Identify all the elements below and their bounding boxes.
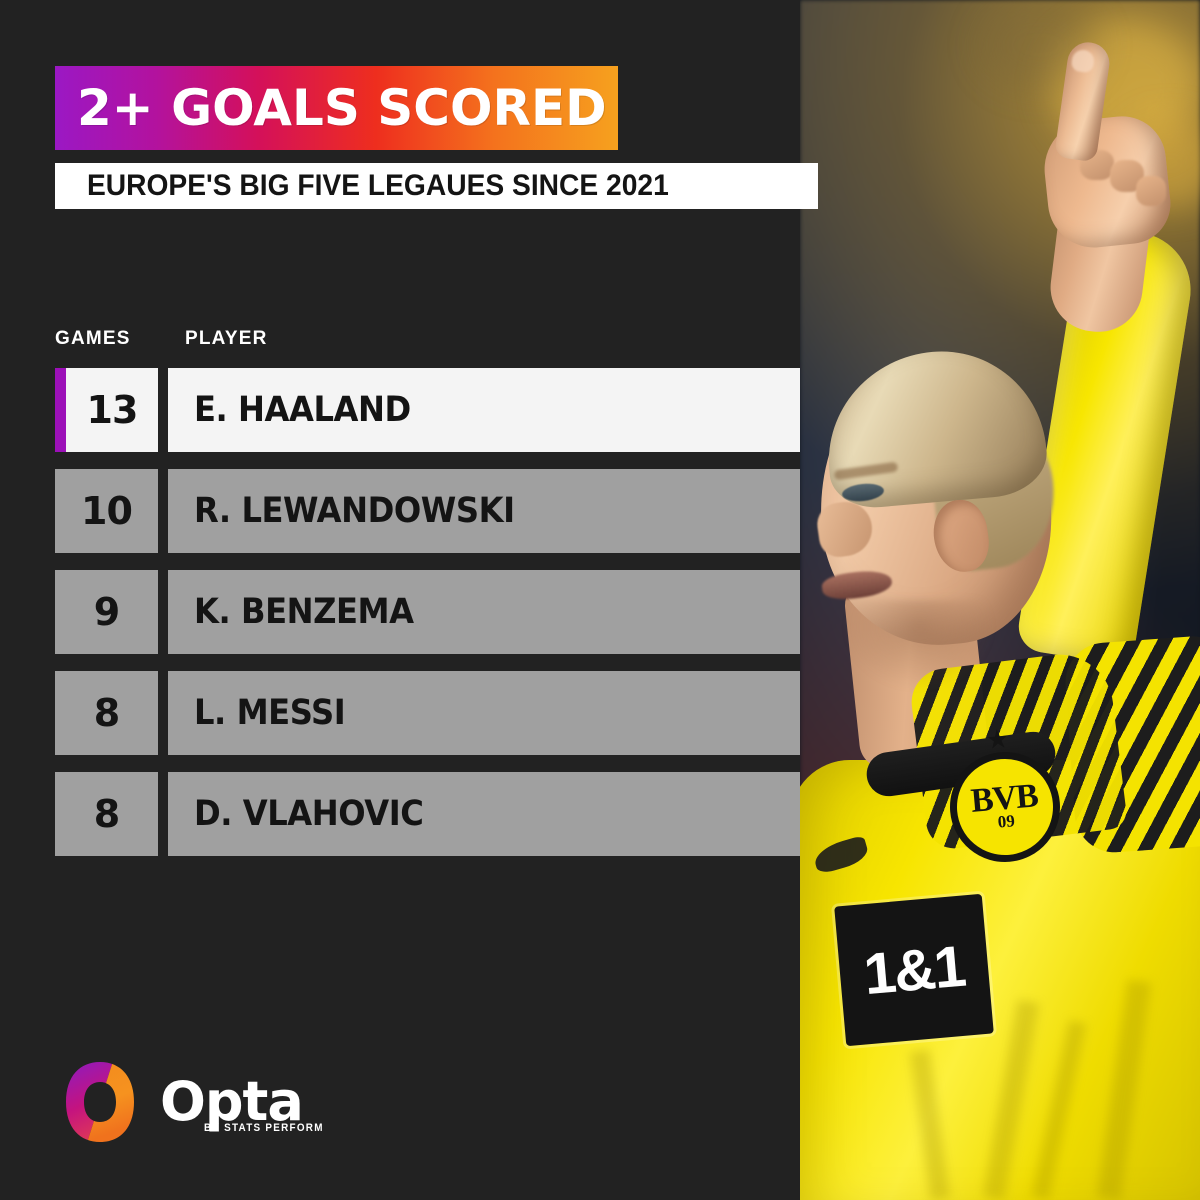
table-row[interactable]: 8 D. VLAHOVIC <box>55 772 800 856</box>
games-value: 8 <box>93 691 120 735</box>
opta-wordmark: Opta BY STATS PERFORM <box>160 1070 322 1134</box>
cell-player: K. BENZEMA <box>168 570 800 654</box>
cell-games: 13 <box>66 368 158 452</box>
table-header: GAMES PLAYER <box>55 328 755 354</box>
subtitle-banner: EUROPE'S BIG FIVE LEGAUES SINCE 2021 <box>55 163 818 209</box>
cell-player: R. LEWANDOWSKI <box>168 469 800 553</box>
column-header-player: PLAYER <box>185 328 268 349</box>
games-value: 13 <box>86 388 139 432</box>
sponsor-label: 1&1 <box>861 933 967 1007</box>
jersey-sponsor: 1&1 <box>834 893 994 1047</box>
table-row[interactable]: 10 R. LEWANDOWSKI <box>55 469 800 553</box>
cell-games: 8 <box>55 671 158 755</box>
player-value: L. MESSI <box>194 693 346 733</box>
content-panel: 2+ GOALS SCORED EUROPE'S BIG FIVE LEGAUE… <box>55 66 818 1146</box>
cell-player: L. MESSI <box>168 671 800 755</box>
games-value: 10 <box>81 489 133 533</box>
table-row[interactable]: 8 L. MESSI <box>55 671 800 755</box>
player-photo: ★ BVB 09 1&1 <box>800 0 1200 1200</box>
table-row[interactable]: 9 K. BENZEMA <box>55 570 800 654</box>
cell-player: E. HAALAND <box>168 368 800 452</box>
player-value: R. LEWANDOWSKI <box>194 491 515 531</box>
page-subtitle: EUROPE'S BIG FIVE LEGAUES SINCE 2021 <box>86 169 669 202</box>
opta-mark-icon <box>66 1062 134 1142</box>
club-crest-label: BVB <box>969 777 1040 820</box>
cell-games: 8 <box>55 772 158 856</box>
row-accent-bar <box>55 368 66 452</box>
games-value: 8 <box>93 792 120 836</box>
opta-name: Opta <box>160 1070 304 1134</box>
cell-games: 10 <box>55 469 158 553</box>
player-value: D. VLAHOVIC <box>194 794 424 834</box>
ranking-table: 13 E. HAALAND 10 R. LEWANDOWSKI 9 <box>55 368 800 873</box>
page-title: 2+ GOALS SCORED <box>77 79 607 137</box>
column-header-games: GAMES <box>55 328 131 349</box>
player-value: E. HAALAND <box>194 390 411 430</box>
jaw-shadow <box>844 600 994 690</box>
opta-logo: Opta BY STATS PERFORM <box>62 1058 322 1146</box>
club-crest-year: 09 <box>996 811 1016 832</box>
opta-tagline: BY STATS PERFORM <box>204 1121 324 1134</box>
knuckle <box>1136 176 1166 206</box>
cell-games: 9 <box>55 570 158 654</box>
table-row[interactable]: 13 E. HAALAND <box>55 368 800 452</box>
title-banner: 2+ GOALS SCORED <box>55 66 618 150</box>
games-value: 9 <box>93 590 120 634</box>
player-value: K. BENZEMA <box>194 592 414 632</box>
cell-player: D. VLAHOVIC <box>168 772 800 856</box>
